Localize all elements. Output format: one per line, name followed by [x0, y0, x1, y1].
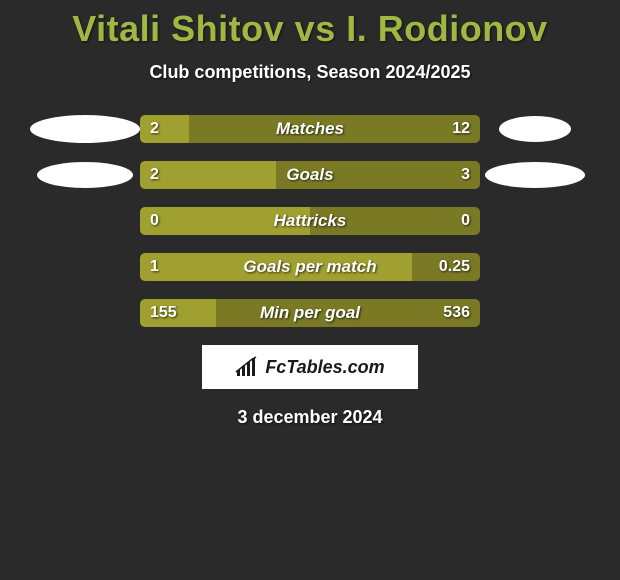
metric-bar: 0 Hattricks 0	[140, 207, 480, 235]
metric-label: Goals per match	[140, 253, 480, 281]
brand-text: FcTables.com	[265, 357, 384, 378]
chart-icon	[235, 356, 261, 378]
brand-badge[interactable]: FcTables.com	[202, 345, 418, 389]
metric-row: 2 Matches 12	[0, 115, 620, 143]
value-right: 0.25	[439, 253, 470, 281]
metric-label: Min per goal	[140, 299, 480, 327]
metric-label: Goals	[140, 161, 480, 189]
value-right: 0	[461, 207, 470, 235]
metric-bar: 155 Min per goal 536	[140, 299, 480, 327]
value-right: 536	[443, 299, 470, 327]
left-ellipse	[30, 115, 140, 143]
metric-row: 0 Hattricks 0	[0, 207, 620, 235]
metric-row: 155 Min per goal 536	[0, 299, 620, 327]
value-right: 12	[452, 115, 470, 143]
metric-bar: 1 Goals per match 0.25	[140, 253, 480, 281]
metric-label: Hattricks	[140, 207, 480, 235]
metric-label: Matches	[140, 115, 480, 143]
subtitle: Club competitions, Season 2024/2025	[0, 62, 620, 83]
comparison-rows: 2 Matches 12 2 Goals 3 0 Hattricks	[0, 115, 620, 327]
metric-row: 2 Goals 3	[0, 161, 620, 189]
page-title: Vitali Shitov vs I. Rodionov	[0, 0, 620, 50]
date-text: 3 december 2024	[0, 407, 620, 428]
metric-bar: 2 Matches 12	[140, 115, 480, 143]
value-right: 3	[461, 161, 470, 189]
right-ellipse	[480, 116, 590, 142]
right-ellipse	[480, 162, 590, 188]
metric-row: 1 Goals per match 0.25	[0, 253, 620, 281]
left-ellipse	[30, 162, 140, 188]
metric-bar: 2 Goals 3	[140, 161, 480, 189]
